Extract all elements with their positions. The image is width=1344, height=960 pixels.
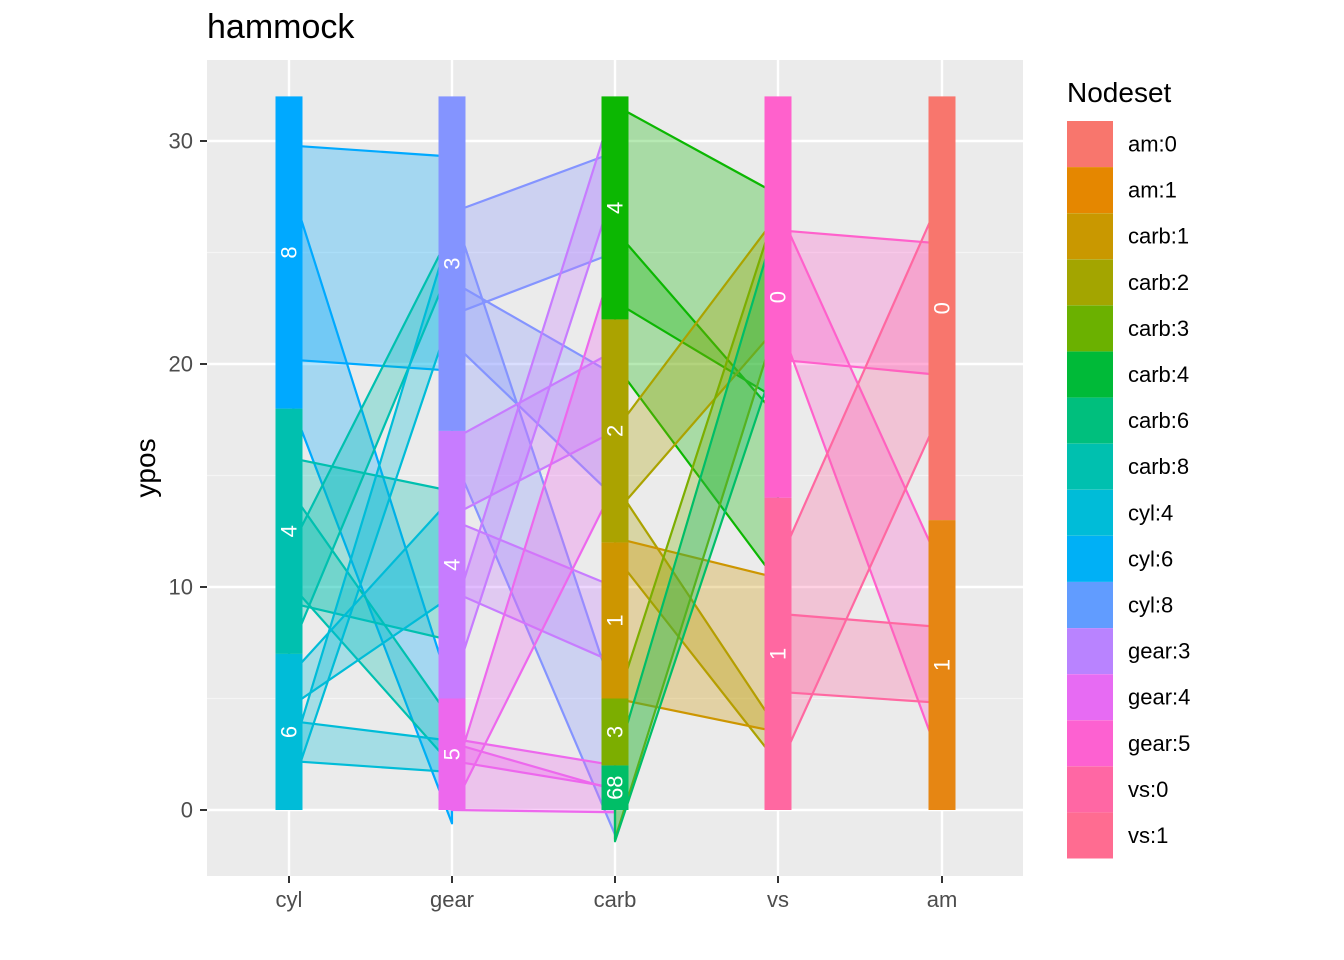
legend-title: Nodeset [1067, 77, 1172, 108]
y-axis-title: ypos [130, 438, 161, 497]
y-tick-label: 0 [181, 798, 193, 823]
legend-key [1067, 582, 1113, 628]
x-tick-label-vs: vs [767, 887, 789, 912]
node-label-carb-68: 68 [603, 775, 628, 799]
node-am-0 [928, 96, 956, 521]
legend-label: carb:1 [1128, 224, 1189, 249]
legend-label: carb:3 [1128, 316, 1189, 341]
legend-label: gear:5 [1128, 731, 1190, 756]
node-carb-1 [601, 542, 629, 699]
node-vs-1 [764, 497, 792, 810]
node-label-gear-4: 4 [440, 559, 465, 571]
node-label-am-1: 1 [930, 659, 955, 671]
node-label-cyl-6: 6 [277, 726, 302, 738]
node-cyl-6 [275, 653, 303, 810]
legend-label: gear:4 [1128, 685, 1190, 710]
node-label-gear-3: 3 [440, 258, 465, 270]
x-tick-label-carb: carb [594, 887, 637, 912]
node-carb-68 [601, 765, 629, 810]
legend-label: am:1 [1128, 178, 1177, 203]
chart-title: hammock [207, 8, 355, 46]
node-cyl-8 [275, 96, 303, 409]
node-label-gear-5: 5 [440, 748, 465, 760]
node-cyl-4 [275, 408, 303, 654]
node-gear-3 [438, 96, 466, 431]
legend-key [1067, 121, 1113, 167]
legend-label: cyl:8 [1128, 593, 1173, 618]
legend-key [1067, 674, 1113, 721]
legend-key [1067, 213, 1113, 260]
legend-label: carb:8 [1128, 454, 1189, 479]
node-label-carb-4: 4 [603, 202, 628, 214]
y-tick-label: 30 [169, 129, 193, 154]
legend-key [1067, 812, 1113, 859]
x-tick-label-cyl: cyl [276, 887, 303, 912]
ribbons [287, 99, 944, 843]
node-carb-3 [601, 698, 629, 766]
legend-key [1067, 489, 1113, 536]
node-vs-0 [764, 96, 792, 498]
node-am-1 [928, 520, 956, 810]
legend-label: gear:3 [1128, 639, 1190, 664]
legend-key [1067, 397, 1113, 444]
legend-key [1067, 628, 1113, 675]
legend-key [1067, 766, 1113, 813]
node-label-am-0: 0 [930, 302, 955, 314]
node-label-cyl-8: 8 [277, 246, 302, 258]
node-bars: 6 4 8 5 4 3 68 3 1 2 4 1 0 1 0 [275, 96, 956, 810]
legend-label: vs:0 [1128, 777, 1168, 802]
legend-label: carb:6 [1128, 408, 1189, 433]
node-label-carb-3: 3 [603, 726, 628, 738]
legend-label: cyl:4 [1128, 500, 1173, 525]
legend-key [1067, 167, 1113, 214]
legend-label: carb:2 [1128, 270, 1189, 295]
legend-label: vs:1 [1128, 823, 1168, 848]
legend-key [1067, 535, 1113, 582]
node-label-carb-1: 1 [603, 614, 628, 626]
legend-label: carb:4 [1128, 362, 1189, 387]
legend-key [1067, 443, 1113, 490]
x-tick-label-gear: gear [430, 887, 474, 912]
legend-key [1067, 305, 1113, 352]
legend-key [1067, 259, 1113, 306]
legend-key [1067, 351, 1113, 398]
node-gear-5 [438, 698, 466, 810]
node-label-cyl-4: 4 [277, 525, 302, 537]
node-label-vs-1: 1 [766, 648, 791, 660]
legend-key [1067, 720, 1113, 767]
node-label-carb-2: 2 [603, 425, 628, 437]
legend: Nodeset am:0 am:1 carb:1 carb:2 carb:3 carb:4… [1067, 77, 1190, 859]
x-tick-label-am: am [927, 887, 958, 912]
y-tick-label: 20 [169, 352, 193, 377]
node-carb-2 [601, 319, 629, 543]
node-label-vs-0: 0 [766, 291, 791, 303]
y-tick-label: 10 [169, 575, 193, 600]
node-carb-4 [601, 96, 629, 320]
legend-label: cyl:6 [1128, 546, 1173, 571]
legend-label: am:0 [1128, 132, 1177, 157]
node-gear-4 [438, 430, 466, 699]
